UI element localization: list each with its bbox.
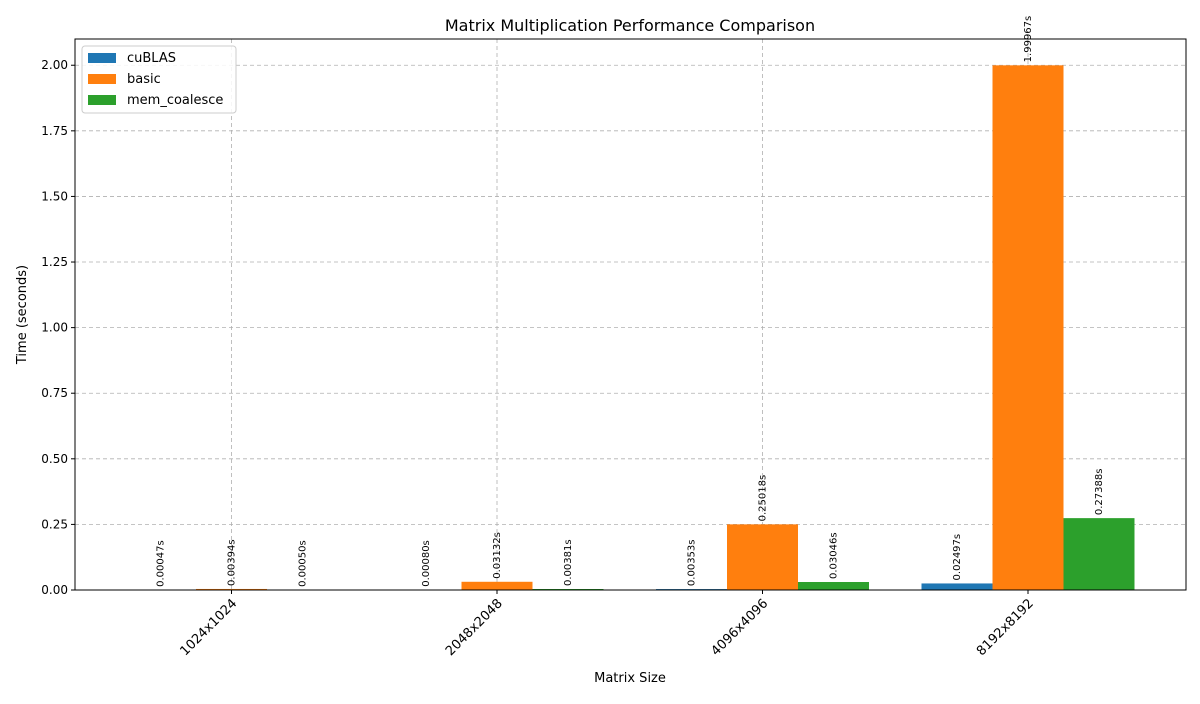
y-tick-label: 0.00 [41,583,68,597]
chart-title: Matrix Multiplication Performance Compar… [445,16,815,35]
legend-swatch-basic [88,74,116,84]
x-tick-label: 4096x4096 [708,596,771,659]
data-label: 0.02497s [952,534,963,581]
legend-label-mem_coalesce: mem_coalesce [127,93,223,108]
bar-mem_coalesce-3 [1064,518,1135,590]
bar-basic-3 [993,65,1064,590]
y-tick-label: 1.25 [41,255,68,269]
y-tick-label: 1.75 [41,124,68,138]
data-label: 0.03046s [829,532,840,579]
y-tick-label: 0.25 [41,517,68,531]
legend-swatch-mem_coalesce [88,95,116,105]
data-label: 0.00047s [156,540,167,587]
bar-mem_coalesce-2 [798,582,869,590]
x-tick-label: 8192x8192 [974,596,1037,659]
data-label: 0.03132s [492,532,503,579]
y-axis: 0.00 0.25 0.50 0.75 1.00 1.25 1.50 1.75 2.00 [41,58,75,597]
legend-label-cuBLAS: cuBLAS [127,51,176,66]
bar-basic-1 [462,582,533,590]
x-axis-label: Matrix Size [594,671,666,686]
x-tick-label: 1024x1024 [177,596,240,659]
y-tick-label: 2.00 [41,58,68,72]
data-labels: 0.00047s 0.00080s 0.00353s 0.02497s 0.00394s… [156,16,1106,587]
y-tick-label: 1.50 [41,189,68,203]
data-label: 0.00050s [298,540,309,587]
y-axis-label: Time (seconds) [15,265,30,365]
data-label: 0.25018s [758,475,769,522]
data-label: 1.99967s [1023,16,1034,63]
x-tick-label: 2048x2048 [443,596,506,659]
bar-cuBLAS-3 [922,583,993,590]
x-axis: 1024x1024 2048x2048 4096x4096 8192x8192 [177,590,1036,659]
y-tick-label: 1.00 [41,321,68,335]
data-label: 0.00394s [227,539,238,586]
legend-swatch-cuBLAS [88,53,116,63]
data-label: 0.27388s [1094,469,1105,516]
legend: cuBLAS basic mem_coalesce [82,46,236,113]
data-label: 0.00080s [421,540,432,587]
data-label: 0.00381s [563,539,574,586]
legend-label-basic: basic [127,72,161,87]
data-label: 0.00353s [687,540,698,587]
y-tick-label: 0.50 [41,452,68,466]
y-tick-label: 0.75 [41,386,68,400]
bar-basic-2 [727,524,798,590]
